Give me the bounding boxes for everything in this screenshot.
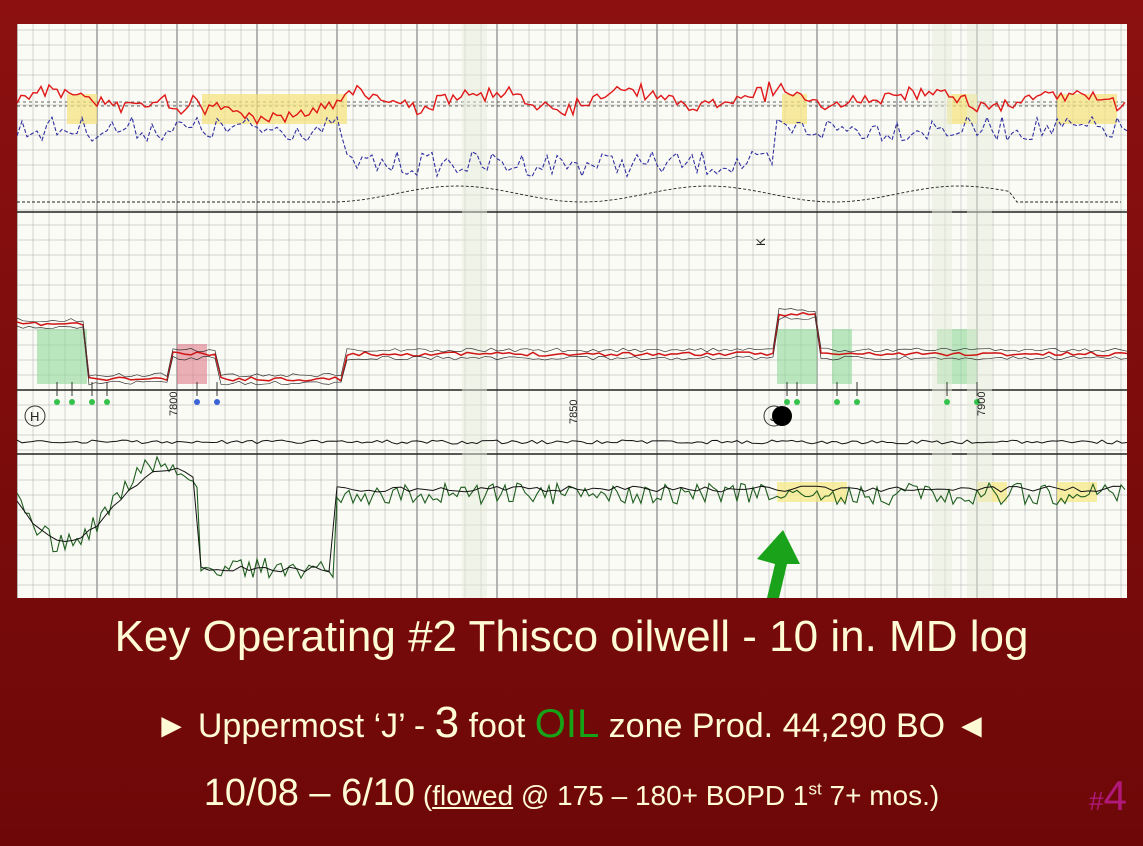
arrow-right-icon: ◄ [954,707,989,745]
highlight-band [932,24,952,598]
sample-dot [54,399,60,405]
yellow-show-zone [777,482,847,502]
highlight-band [967,24,992,598]
flowed-label: flowed [432,780,514,811]
yellow-show-zone [782,94,807,124]
sample-dot [69,399,75,405]
green-porosity-zone [832,329,852,384]
gamma-trace-black [17,467,1122,573]
duration: 7+ mos.) [821,780,940,811]
slide-number: #4 [1089,772,1127,820]
slide-number-value: 4 [1103,772,1127,819]
zone-description: Uppermost ‘J’ - [197,707,435,745]
resistivity-trace [17,311,1127,382]
log-traces [17,81,1127,580]
sample-dot [89,399,95,405]
sample-dot [834,399,840,405]
gas-trace-blue [17,115,1127,179]
oil-label: OIL [534,702,600,746]
yellow-show-zone [1057,482,1097,502]
sample-dot [214,399,220,405]
production-total: zone Prod. 44,290 BO [599,707,946,745]
zone-k-letter: K [754,238,768,246]
zone-h-circle [24,405,46,427]
mud-log-chart: 7800 7850 7900 H J K [17,24,1127,598]
sample-dot [794,399,800,405]
date-range: 10/08 – 6/10 [203,772,416,814]
zone-thickness: 3 [434,698,460,747]
flow-rate: @ 175 – 180+ BOPD 1 [513,780,809,811]
sp-trace-green [17,455,1126,580]
sample-dot [974,399,980,405]
red-zone [177,344,207,384]
sample-dot [104,399,110,405]
depth-label-7850: 7850 [568,400,580,424]
production-dates: 10/08 – 6/10 (flowed @ 175 – 180+ BOPD 1… [0,772,1143,815]
thickness-unit: foot [459,707,535,745]
ordinal-suffix: st [808,779,822,799]
depth-label-7800: 7800 [168,392,180,416]
yellow-show-zone [202,94,347,124]
gas-baseline [17,185,1121,203]
sample-dot [194,399,200,405]
lithology-line [17,439,1127,445]
gas-trace-red [17,81,1126,126]
arrow-left-icon: ► [154,707,189,745]
green-porosity-zone [37,329,87,384]
perforation-dot [772,406,792,426]
paren-open: ( [415,780,433,811]
resistivity-trace [17,308,1127,378]
production-summary: ► Uppermost ‘J’ - 3 foot OIL zone Prod. … [0,698,1143,748]
highlight-band [462,24,487,598]
zone-shading [37,24,1117,598]
depth-label-7900: 7900 [976,392,988,416]
sample-dot [784,399,790,405]
zone-h-letter: H [30,409,39,424]
mud-log-svg: 7800 7850 7900 H J K [17,24,1127,598]
green-arrow-icon [757,530,800,598]
green-porosity-zone [777,329,817,384]
log-markers [54,382,980,405]
slide-title: Key Operating #2 Thisco oilwell - 10 in.… [114,612,1029,661]
resistivity-trace [17,316,1127,386]
slide-number-hash: # [1089,786,1104,816]
sample-dot [944,399,950,405]
sample-dot [854,399,860,405]
